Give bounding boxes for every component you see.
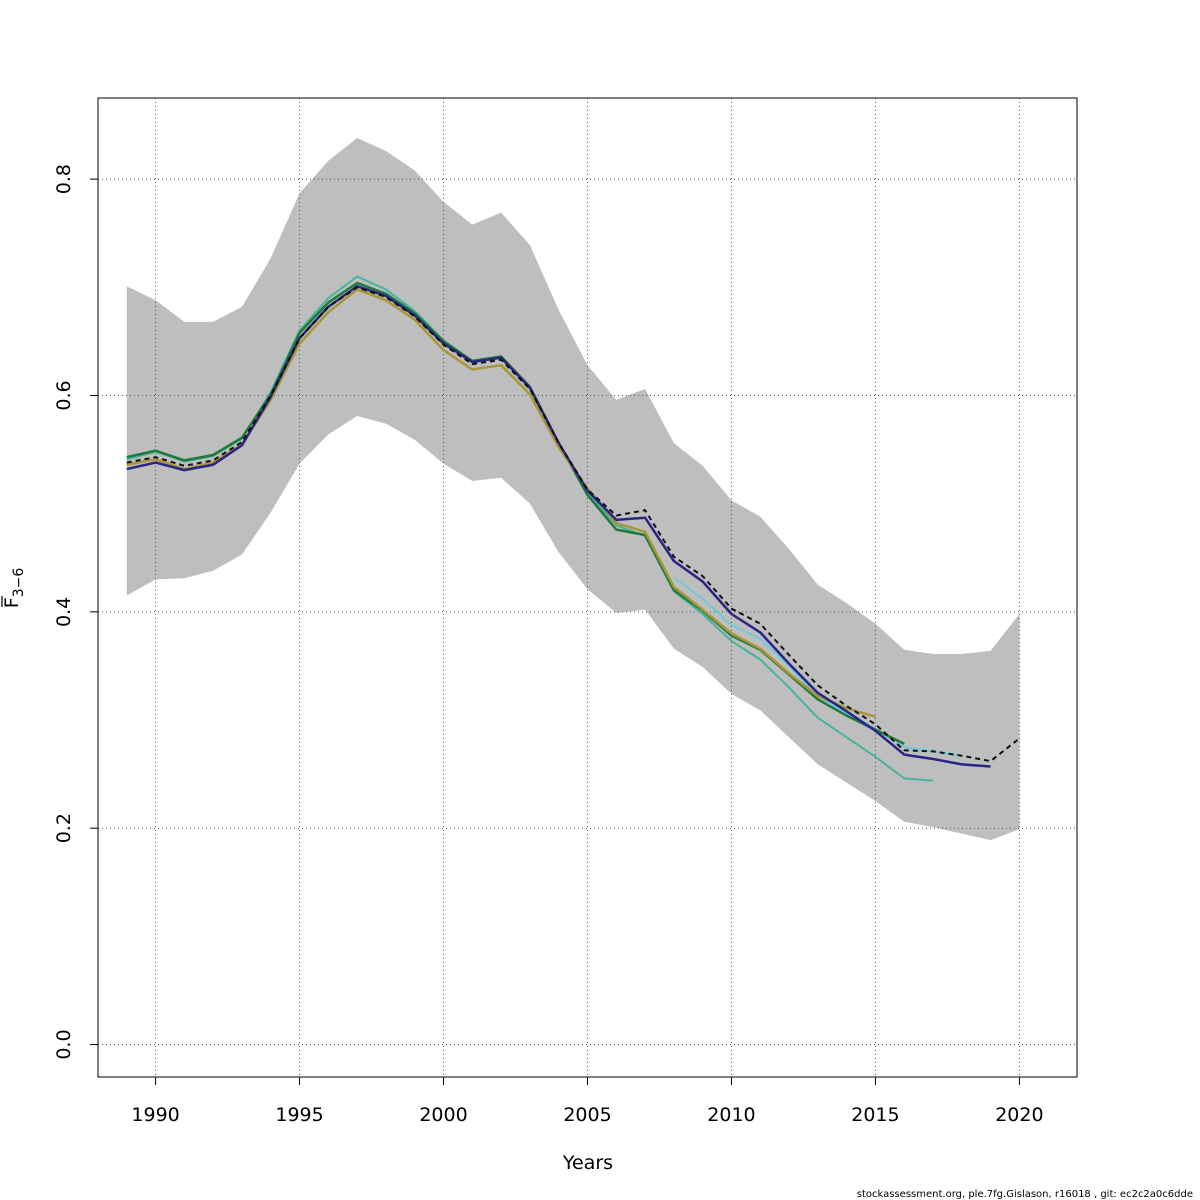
x-tick-label: 2015 [851,1104,899,1126]
series-line-5 [126,284,991,768]
x-axis-title: Years [562,1152,613,1174]
y-tick-label: 0.4 [53,597,75,627]
y-tick-label: 0.0 [53,1029,75,1059]
y-axis-title-base: F [1,597,23,608]
y-axis-title-sub: 3−6 [11,568,27,598]
confidence-band-layer [126,138,1020,841]
x-tick-label: 2000 [419,1104,467,1126]
y-axis: 0.0 0.2 0.4 0.6 0.8 [53,164,98,1060]
x-axis: 1990 1995 2000 2005 2010 2015 2020 [131,1077,1044,1126]
y-axis-title: F3−6 [1,568,27,609]
x-tick-label: 1990 [131,1104,179,1126]
footer-credit: stockassessment.org, ple.7fg.Gislason, r… [857,1189,1193,1200]
series-layer [126,275,1021,782]
series-line-6 [126,286,1021,763]
x-tick-label: 1995 [275,1104,323,1126]
y-tick-label: 0.8 [53,164,75,194]
confidence-band [126,138,1020,841]
x-tick-label: 2020 [995,1104,1043,1126]
x-tick-label: 2005 [563,1104,611,1126]
svg-text:F3−6: F3−6 [1,568,27,609]
y-tick-label: 0.6 [53,380,75,410]
x-tick-label: 2010 [707,1104,755,1126]
y-tick-label: 0.2 [53,813,75,843]
